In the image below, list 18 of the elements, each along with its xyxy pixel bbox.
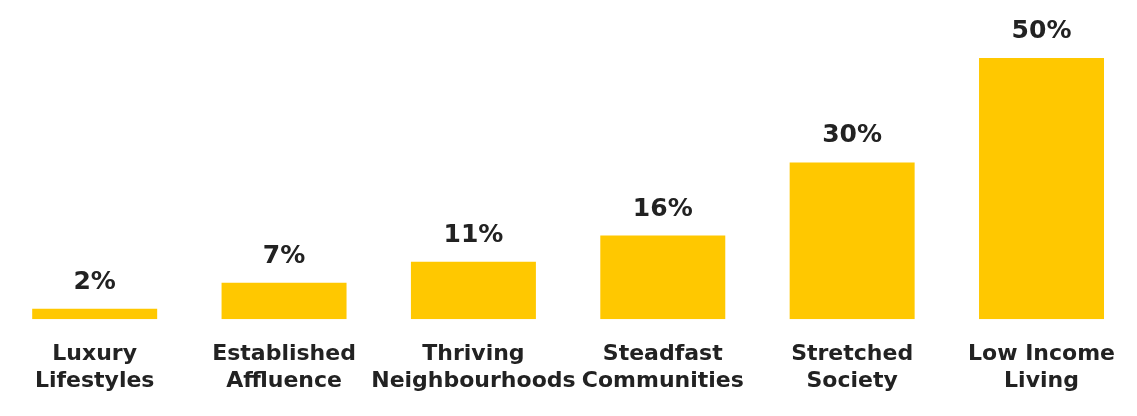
x-tick-label: Luxury Lifestyles xyxy=(34,340,155,392)
data-label: 16% xyxy=(632,192,693,222)
x-tick-label: Steadfast Communities xyxy=(581,340,744,392)
data-label: 7% xyxy=(262,239,306,269)
data-label: 50% xyxy=(1011,15,1072,44)
data-label: 30% xyxy=(822,119,883,149)
data-label: 2% xyxy=(73,265,116,295)
x-tick-label: Established Affluence xyxy=(212,340,356,392)
bar xyxy=(600,235,726,320)
bar xyxy=(221,282,347,320)
bar xyxy=(32,308,158,320)
x-tick-label: Thriving Neighbourhoods xyxy=(371,340,576,392)
x-tick-label: Stretched Society xyxy=(791,340,914,392)
data-label: 11% xyxy=(443,218,504,248)
x-tick-label: Low Income Living xyxy=(968,340,1115,392)
bar xyxy=(410,261,536,320)
bar xyxy=(789,162,915,320)
bar xyxy=(979,58,1105,320)
